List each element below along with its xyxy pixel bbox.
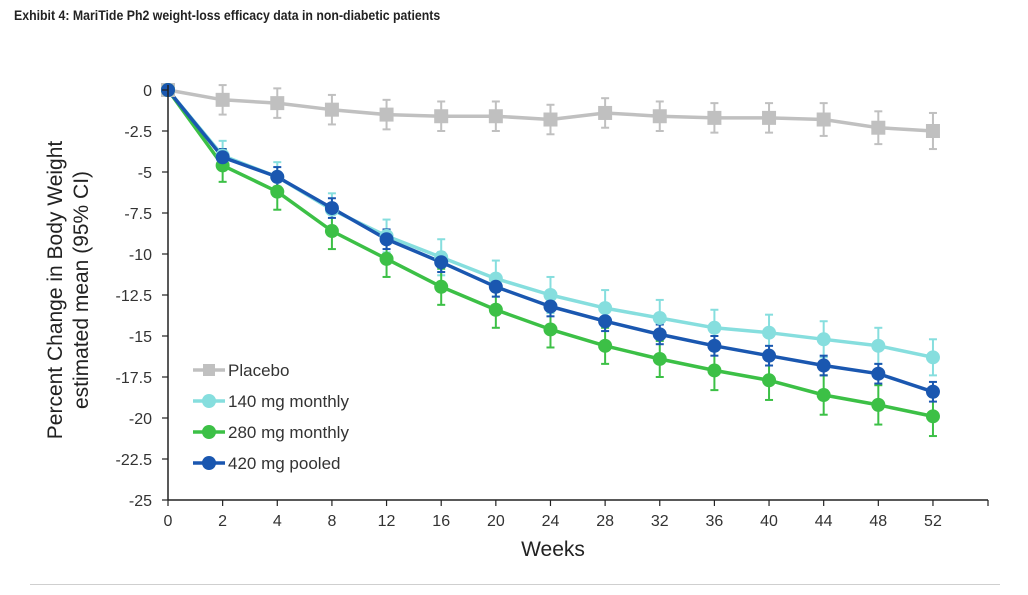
y-tick-label: -2.5 xyxy=(124,124,152,141)
x-tick-label: 52 xyxy=(924,513,942,530)
y-axis-title-line-2: estimated mean (95% CI) xyxy=(70,171,93,409)
legend-entry-280-mg-monthly: 280 mg monthly xyxy=(193,423,349,442)
legend-entry-420-mg-pooled: 420 mg pooled xyxy=(193,454,340,473)
data-point-placebo xyxy=(652,109,667,124)
data-point-140-mg-monthly xyxy=(707,320,722,335)
data-point-placebo xyxy=(379,107,394,122)
bottom-divider xyxy=(30,584,1000,585)
data-point-420-mg-pooled xyxy=(543,299,558,314)
data-point-280-mg-monthly xyxy=(652,351,667,366)
x-tick-label: 4 xyxy=(273,513,282,530)
y-tick-label: -20 xyxy=(129,411,152,428)
data-point-280-mg-monthly xyxy=(925,409,940,424)
data-point-420-mg-pooled xyxy=(379,232,394,247)
data-point-280-mg-monthly xyxy=(816,388,831,403)
y-tick-label: -12.5 xyxy=(116,288,153,305)
y-tick-label: -25 xyxy=(129,493,152,510)
data-point-420-mg-pooled xyxy=(598,314,613,329)
legend-swatch-marker xyxy=(202,425,216,439)
x-tick-label: 16 xyxy=(432,513,450,530)
data-point-280-mg-monthly xyxy=(324,224,339,239)
legend-swatch-marker xyxy=(202,456,216,470)
data-point-placebo xyxy=(707,110,722,125)
y-tick-label: -10 xyxy=(129,247,152,264)
data-point-420-mg-pooled xyxy=(652,327,667,342)
x-tick-label: 20 xyxy=(487,513,505,530)
exhibit-title: Exhibit 4: MariTide Ph2 weight-loss effi… xyxy=(14,7,441,23)
legend-label: Placebo xyxy=(228,361,289,380)
data-point-140-mg-monthly xyxy=(762,325,777,340)
data-point-280-mg-monthly xyxy=(762,373,777,388)
data-point-420-mg-pooled xyxy=(434,255,449,270)
data-point-280-mg-monthly xyxy=(488,302,503,317)
x-tick-label: 44 xyxy=(815,513,833,530)
x-tick-label: 2 xyxy=(218,513,227,530)
data-point-420-mg-pooled xyxy=(215,150,230,165)
data-point-placebo xyxy=(871,120,886,135)
y-tick-label: -17.5 xyxy=(116,370,153,387)
x-axis-title: Weeks xyxy=(521,538,585,561)
x-tick-label: 0 xyxy=(164,513,173,530)
y-tick-label: -15 xyxy=(129,329,152,346)
legend-label: 420 mg pooled xyxy=(228,454,340,473)
data-point-placebo xyxy=(324,102,339,117)
data-point-280-mg-monthly xyxy=(543,322,558,337)
x-tick-label: 48 xyxy=(869,513,887,530)
data-point-420-mg-pooled xyxy=(871,366,886,381)
data-point-420-mg-pooled xyxy=(707,338,722,353)
x-tick-label: 24 xyxy=(542,513,560,530)
legend-entry-140-mg-monthly: 140 mg monthly xyxy=(193,392,349,411)
data-point-280-mg-monthly xyxy=(270,184,285,199)
error-bars xyxy=(218,84,937,438)
data-point-placebo xyxy=(762,110,777,125)
y-tick-label: -5 xyxy=(138,165,152,182)
data-point-420-mg-pooled xyxy=(324,201,339,216)
data-point-140-mg-monthly xyxy=(816,332,831,347)
data-point-420-mg-pooled xyxy=(925,384,940,399)
axes: 0 -2.5 -5 -7.5 -10 -12.5 -15 -17.5 -20 -22.5 -25 0 2… xyxy=(44,83,989,561)
y-tick-label: -7.5 xyxy=(124,206,152,223)
legend: Placebo 140 mg monthly 280 mg monthly 420 m… xyxy=(193,361,349,473)
data-point-placebo xyxy=(270,96,285,111)
x-tick-label: 28 xyxy=(596,513,614,530)
x-tick-label: 8 xyxy=(327,513,336,530)
data-point-280-mg-monthly xyxy=(598,338,613,353)
y-tick-label: 0 xyxy=(143,83,152,100)
data-point-140-mg-monthly xyxy=(598,301,613,316)
y-tick-label: -22.5 xyxy=(116,452,153,469)
data-point-420-mg-pooled xyxy=(816,358,831,373)
x-tick-label: 36 xyxy=(706,513,724,530)
data-point-140-mg-monthly xyxy=(871,338,886,353)
data-point-140-mg-monthly xyxy=(925,350,940,365)
x-tick-label: 32 xyxy=(651,513,669,530)
data-point-placebo xyxy=(488,109,503,124)
y-axis-title-line-1: Percent Change in Body Weight xyxy=(44,141,67,440)
x-tick-label: 12 xyxy=(378,513,396,530)
data-point-280-mg-monthly xyxy=(434,279,449,294)
legend-label: 140 mg monthly xyxy=(228,392,349,411)
data-point-420-mg-pooled xyxy=(762,348,777,363)
y-axis-title: Percent Change in Body Weight estimated m… xyxy=(44,141,93,440)
data-point-placebo xyxy=(925,124,940,138)
data-point-420-mg-pooled xyxy=(488,279,503,294)
data-point-placebo xyxy=(215,92,230,107)
x-tick-label: 40 xyxy=(760,513,778,530)
series-markers xyxy=(161,83,940,424)
data-point-placebo xyxy=(434,109,449,124)
data-point-140-mg-monthly xyxy=(543,288,558,302)
legend-label: 280 mg monthly xyxy=(228,423,349,442)
legend-swatch-marker xyxy=(203,364,215,376)
data-point-140-mg-monthly xyxy=(652,310,667,325)
legend-swatch-marker xyxy=(202,394,216,408)
data-point-280-mg-monthly xyxy=(707,363,722,378)
legend-entry-placebo: Placebo xyxy=(193,361,289,380)
data-point-420-mg-pooled xyxy=(270,169,285,184)
data-point-280-mg-monthly xyxy=(379,251,394,266)
data-point-placebo xyxy=(543,112,558,127)
data-point-placebo xyxy=(816,112,831,127)
data-point-280-mg-monthly xyxy=(871,397,886,412)
data-point-placebo xyxy=(598,105,613,120)
